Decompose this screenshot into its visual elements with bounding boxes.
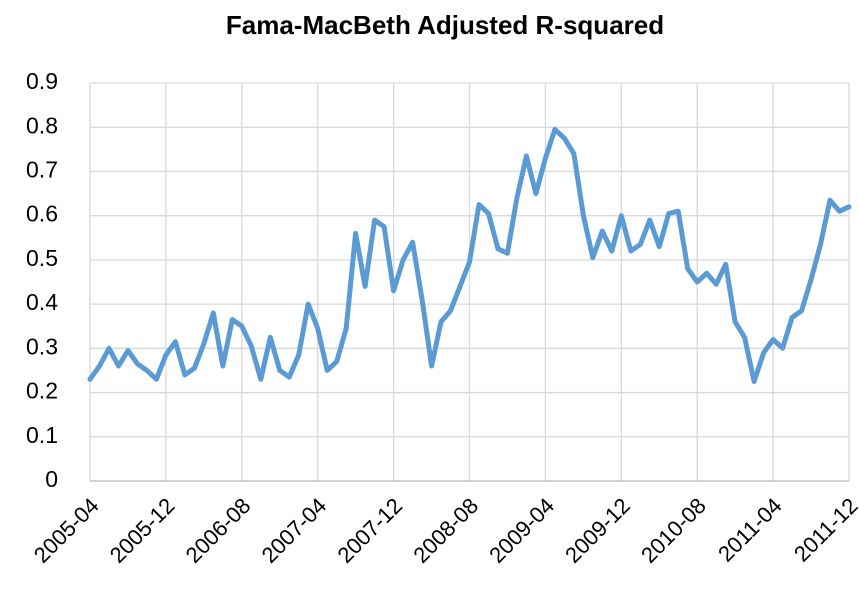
y-tick-label: 0.3 xyxy=(26,333,58,359)
y-tick-label: 0 xyxy=(45,466,58,492)
y-tick-label: 0.7 xyxy=(26,157,58,183)
x-tick-label: 2009-12 xyxy=(560,493,635,568)
x-tick-label: 2007-12 xyxy=(332,493,407,568)
y-tick-label: 0.4 xyxy=(26,289,58,315)
x-tick-label: 2006-08 xyxy=(181,493,256,568)
x-tick-label: 2005-12 xyxy=(105,493,180,568)
x-tick-label: 2008-08 xyxy=(408,493,483,568)
x-tick-label: 2010-08 xyxy=(636,493,711,568)
y-tick-label: 0.5 xyxy=(26,245,58,271)
y-tick-label: 0.1 xyxy=(26,422,58,448)
y-tick-label: 0.9 xyxy=(26,68,58,94)
x-tick-label: 2005-04 xyxy=(29,493,104,568)
chart-title: Fama-MacBeth Adjusted R-squared xyxy=(226,10,664,40)
y-tick-label: 0.2 xyxy=(26,378,58,404)
data-line xyxy=(87,126,852,384)
x-tick-label: 2011-12 xyxy=(789,493,859,567)
x-tick-label: 2007-04 xyxy=(257,493,332,568)
x-tick-label: 2009-04 xyxy=(484,493,559,568)
x-tick-label: 2011-04 xyxy=(713,493,787,567)
y-tick-label: 0.6 xyxy=(26,201,58,227)
y-tick-label: 0.8 xyxy=(26,112,58,138)
